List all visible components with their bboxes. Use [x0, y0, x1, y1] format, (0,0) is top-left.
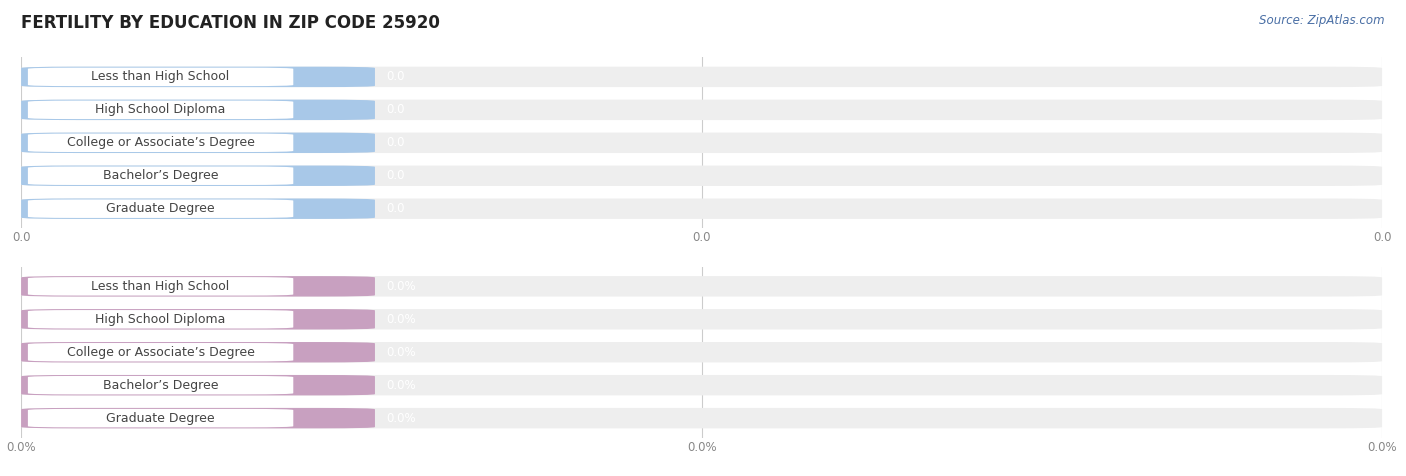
Text: High School Diploma: High School Diploma [96, 103, 226, 116]
FancyBboxPatch shape [21, 133, 1382, 153]
Text: 0.0: 0.0 [385, 202, 405, 215]
Text: Bachelor’s Degree: Bachelor’s Degree [103, 379, 218, 392]
FancyBboxPatch shape [21, 166, 1382, 186]
Text: 0.0%: 0.0% [385, 379, 415, 392]
FancyBboxPatch shape [21, 375, 1382, 396]
Text: Graduate Degree: Graduate Degree [107, 412, 215, 425]
FancyBboxPatch shape [21, 67, 375, 87]
FancyBboxPatch shape [21, 375, 375, 396]
Text: High School Diploma: High School Diploma [96, 313, 226, 326]
FancyBboxPatch shape [21, 276, 375, 297]
FancyBboxPatch shape [21, 342, 375, 362]
Text: 0.0: 0.0 [385, 103, 405, 116]
Text: 0.0: 0.0 [385, 169, 405, 182]
FancyBboxPatch shape [21, 309, 1382, 329]
FancyBboxPatch shape [28, 199, 294, 218]
FancyBboxPatch shape [21, 276, 1382, 297]
Text: College or Associate’s Degree: College or Associate’s Degree [66, 346, 254, 359]
FancyBboxPatch shape [21, 198, 375, 219]
FancyBboxPatch shape [21, 198, 1382, 219]
FancyBboxPatch shape [21, 67, 1382, 87]
FancyBboxPatch shape [28, 277, 294, 296]
FancyBboxPatch shape [21, 133, 375, 153]
FancyBboxPatch shape [28, 68, 294, 86]
Text: Less than High School: Less than High School [91, 280, 229, 293]
FancyBboxPatch shape [28, 343, 294, 361]
Text: Graduate Degree: Graduate Degree [107, 202, 215, 215]
FancyBboxPatch shape [28, 310, 294, 328]
FancyBboxPatch shape [28, 409, 294, 427]
Text: 0.0%: 0.0% [385, 280, 415, 293]
FancyBboxPatch shape [21, 166, 375, 186]
Text: 0.0: 0.0 [385, 70, 405, 83]
Text: 0.0%: 0.0% [385, 313, 415, 326]
FancyBboxPatch shape [21, 99, 1382, 120]
FancyBboxPatch shape [28, 134, 294, 152]
Text: Less than High School: Less than High School [91, 70, 229, 83]
Text: College or Associate’s Degree: College or Associate’s Degree [66, 136, 254, 149]
FancyBboxPatch shape [21, 99, 375, 120]
Text: 0.0%: 0.0% [385, 412, 415, 425]
FancyBboxPatch shape [28, 167, 294, 185]
FancyBboxPatch shape [28, 100, 294, 119]
Text: FERTILITY BY EDUCATION IN ZIP CODE 25920: FERTILITY BY EDUCATION IN ZIP CODE 25920 [21, 14, 440, 32]
Text: Source: ZipAtlas.com: Source: ZipAtlas.com [1260, 14, 1385, 27]
Text: 0.0%: 0.0% [385, 346, 415, 359]
FancyBboxPatch shape [21, 342, 1382, 362]
FancyBboxPatch shape [21, 408, 1382, 428]
FancyBboxPatch shape [21, 309, 375, 329]
FancyBboxPatch shape [28, 376, 294, 395]
Text: Bachelor’s Degree: Bachelor’s Degree [103, 169, 218, 182]
Text: 0.0: 0.0 [385, 136, 405, 149]
FancyBboxPatch shape [21, 408, 375, 428]
